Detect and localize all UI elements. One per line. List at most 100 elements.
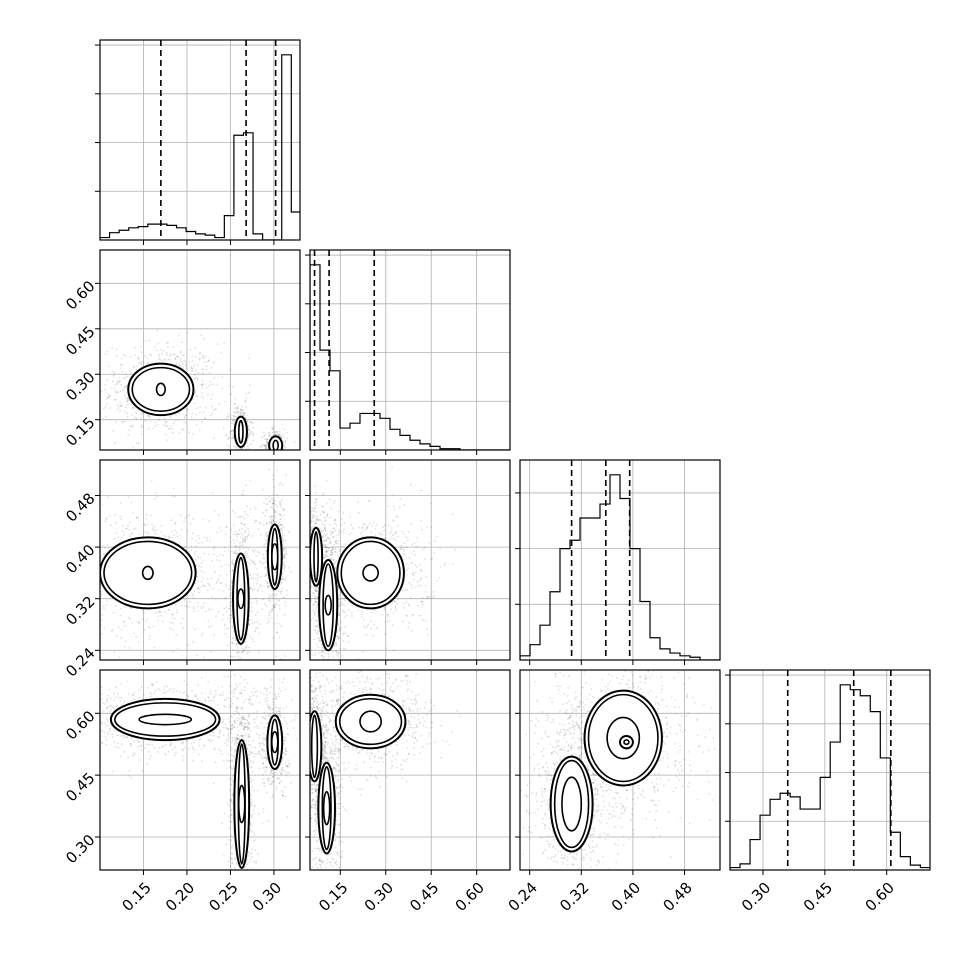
scatter-point xyxy=(125,406,127,408)
scatter-point xyxy=(263,435,265,438)
scatter-point xyxy=(255,519,258,522)
scatter-point xyxy=(229,457,231,459)
scatter-point xyxy=(169,353,172,356)
scatter-point xyxy=(259,445,261,448)
scatter-point xyxy=(317,633,319,636)
scatter-point xyxy=(180,357,182,360)
scatter-point xyxy=(118,380,121,383)
scatter-point xyxy=(201,383,203,385)
scatter-point xyxy=(430,526,432,528)
scatter-point xyxy=(195,564,198,567)
scatter-point xyxy=(226,444,229,446)
scatter-point xyxy=(192,596,195,599)
scatter-point xyxy=(199,556,202,559)
scatter-point xyxy=(282,548,284,551)
scatter-point xyxy=(87,575,89,577)
contour-middle xyxy=(131,366,191,412)
scatter-point xyxy=(125,387,127,389)
scatter-point xyxy=(282,525,285,528)
scatter-point xyxy=(280,457,282,459)
scatter-point xyxy=(178,534,181,537)
scatter-point xyxy=(216,580,218,583)
scatter-point xyxy=(283,547,286,550)
scatter-point xyxy=(116,355,119,357)
scatter-point xyxy=(105,604,108,606)
scatter-point xyxy=(273,514,276,517)
scatter-point xyxy=(215,581,218,584)
scatter-point xyxy=(243,663,245,665)
scatter-point xyxy=(315,626,318,628)
scatter-point xyxy=(190,416,193,419)
scatter-point xyxy=(410,523,413,525)
scatter-point xyxy=(233,542,236,544)
scatter-point xyxy=(281,451,283,453)
scatter-point xyxy=(269,600,272,603)
scatter-point xyxy=(206,589,209,592)
scatter-point xyxy=(335,650,338,652)
scatter-point xyxy=(376,627,378,629)
scatter-point xyxy=(321,649,324,651)
scatter-point xyxy=(267,440,269,443)
scatter-point xyxy=(276,506,278,508)
scatter-point xyxy=(252,434,254,436)
scatter-point xyxy=(18,580,20,582)
scatter-point xyxy=(290,571,292,573)
scatter-point xyxy=(104,384,107,386)
scatter-point xyxy=(195,558,197,561)
scatter-point xyxy=(234,533,237,536)
scatter-point xyxy=(265,465,267,467)
scatter-point xyxy=(234,552,237,555)
scatter-point xyxy=(324,528,326,530)
scatter-point xyxy=(246,505,249,507)
scatter-point xyxy=(333,518,336,521)
scatter-point xyxy=(314,507,317,510)
scatter-point xyxy=(231,414,234,417)
scatter-point xyxy=(361,535,364,538)
scatter-point xyxy=(156,349,158,352)
scatter-point xyxy=(93,586,95,588)
scatter-point xyxy=(118,656,121,659)
scatter-point xyxy=(283,564,286,567)
scatter-point xyxy=(244,536,246,539)
scatter-point xyxy=(165,424,168,427)
scatter-point xyxy=(127,397,129,400)
scatter-point xyxy=(351,615,353,617)
scatter-point xyxy=(410,584,413,586)
scatter-point xyxy=(279,430,281,433)
scatter-point xyxy=(207,620,210,622)
scatter-point xyxy=(145,419,148,422)
scatter-point xyxy=(401,547,403,550)
scatter-point xyxy=(272,518,274,521)
scatter-point xyxy=(194,582,197,585)
scatter-point xyxy=(252,431,254,434)
y-tick-label: 0.45 xyxy=(62,323,98,359)
scatter-point xyxy=(188,431,191,434)
scatter-point xyxy=(344,616,346,618)
scatter-point xyxy=(246,651,248,654)
scatter-point xyxy=(270,617,273,619)
scatter-point xyxy=(411,553,413,555)
scatter-point xyxy=(284,655,286,657)
scatter-point xyxy=(245,546,248,548)
scatter-point xyxy=(249,432,252,435)
scatter-point xyxy=(147,626,150,628)
scatter-point xyxy=(336,644,339,647)
scatter-point xyxy=(256,574,259,576)
panel-2-0: 0.240.320.400.48 xyxy=(18,459,301,680)
scatter-point xyxy=(209,650,212,653)
scatter-point xyxy=(229,592,232,594)
scatter-point xyxy=(367,661,369,663)
scatter-point xyxy=(315,511,318,513)
scatter-point xyxy=(82,584,84,586)
scatter-point xyxy=(283,509,285,512)
scatter-point xyxy=(111,629,114,631)
scatter-point xyxy=(322,511,324,514)
scatter-point xyxy=(235,416,238,418)
scatter-point xyxy=(337,510,340,513)
scatter-point xyxy=(275,455,277,457)
scatter-point xyxy=(277,453,279,455)
scatter-point xyxy=(313,612,316,615)
scatter-point xyxy=(150,354,152,357)
scatter-point xyxy=(203,383,205,386)
scatter-point xyxy=(117,536,120,539)
